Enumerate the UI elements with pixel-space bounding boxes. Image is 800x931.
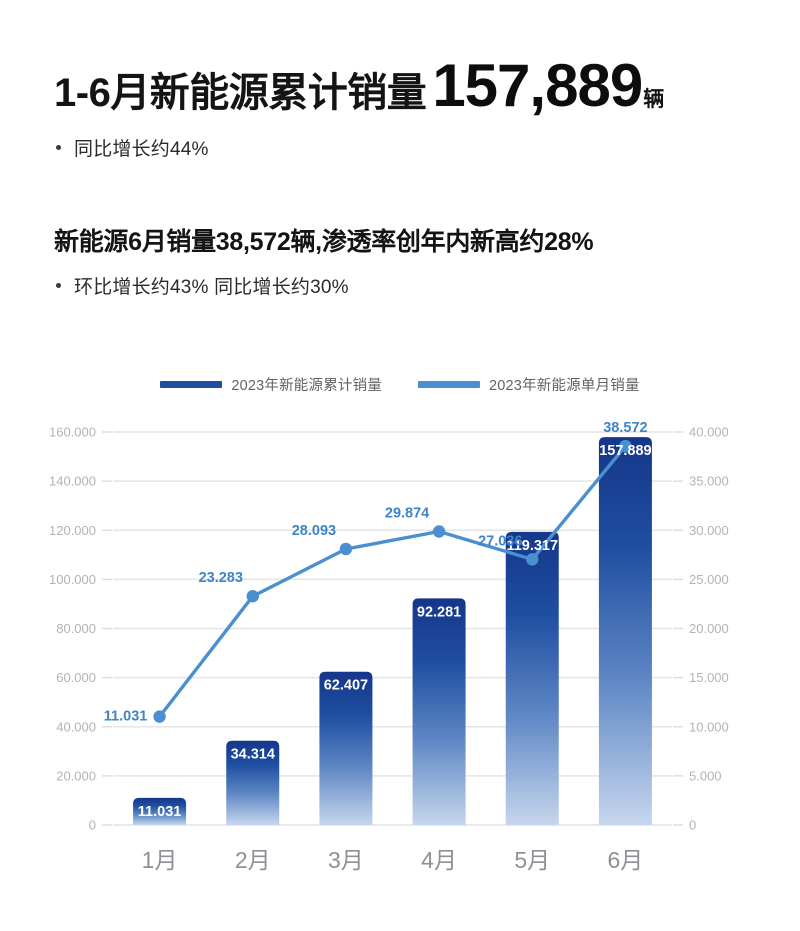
bar-1月[interactable] — [133, 797, 187, 825]
bar-value-label: 92.281 — [417, 604, 461, 620]
headline-unit: 辆 — [643, 88, 665, 111]
legend-swatch-icon — [418, 381, 480, 388]
right-axis-tick-label: 15.000 — [689, 670, 729, 685]
x-axis-label: 5月 — [514, 847, 550, 873]
left-axis-tick-label: 60.000 — [56, 670, 96, 685]
x-axis-label: 6月 — [608, 847, 644, 873]
left-axis-tick-label: 100.000 — [49, 572, 96, 587]
x-axis-label: 3月 — [328, 847, 364, 873]
line-point-6月[interactable] — [619, 439, 632, 453]
right-axis-tick-label: 0 — [689, 818, 696, 833]
subheading: 新能源6月销量38,572辆,渗透率创年内新高约28% — [54, 222, 594, 258]
subheading-label: 新能源6月销量38,572辆,渗透率创年内新高约28% — [54, 228, 594, 256]
line-point-2月[interactable] — [246, 590, 259, 603]
right-axis-tick-label: 10.000 — [689, 719, 729, 734]
chart-x-axis: 1月 2月 3月 4月 5月 6月 — [142, 847, 644, 873]
line-value-label: 23.283 — [199, 570, 243, 586]
headline-prefix: 1-6月新能源累计销量 — [54, 71, 427, 115]
bullet-dot-icon — [56, 145, 61, 150]
x-axis-label: 2月 — [235, 847, 271, 873]
line-point-3月[interactable] — [339, 542, 353, 556]
chart-left-axis: 0 20.000 40.000 60.000 80.000 100.000 120.000 1… — [49, 425, 112, 833]
bullet-dot-icon — [56, 283, 61, 288]
bullet-item-growth-mom: 环比增长约43% 同比增长约30% — [56, 272, 349, 299]
chart-line-labels: 11.031 23.283 28.093 29.874 27.036 38.572 — [104, 420, 648, 725]
line-value-label: 28.093 — [292, 523, 336, 539]
bar-6月[interactable] — [598, 437, 652, 825]
chart-bar-labels: 11.031 34.314 62.407 92.281 119.317 157.889 — [138, 443, 652, 820]
line-value-label: 29.874 — [385, 505, 429, 521]
bar-2月[interactable] — [226, 740, 280, 825]
bar-5月[interactable] — [505, 531, 559, 825]
right-axis-tick-label: 5.000 — [689, 768, 722, 783]
bullet-label: 同比增长约44% — [74, 139, 209, 160]
line-path — [157, 444, 628, 719]
bullet-item-growth-yoy: 同比增长约44% — [56, 134, 209, 161]
legend-item-cumulative[interactable]: 2023年新能源累计销量 — [160, 374, 382, 395]
bar-3月[interactable] — [319, 671, 373, 825]
x-axis-label: 4月 — [421, 847, 457, 873]
chart-legend: 2023年新能源累计销量 2023年新能源单月销量 — [0, 374, 800, 395]
line-point-1月[interactable] — [153, 710, 166, 723]
bar-4月[interactable] — [412, 598, 466, 825]
left-axis-tick-label: 120.000 — [49, 523, 96, 538]
bar-value-label: 34.314 — [231, 747, 275, 763]
right-axis-tick-label: 30.000 — [689, 523, 729, 538]
headline: 1-6月新能源累计销量 157,889 辆 — [54, 56, 664, 116]
right-axis-tick-label: 20.000 — [689, 621, 729, 636]
right-axis-tick-label: 40.000 — [689, 425, 729, 440]
legend-item-label: 2023年新能源累计销量 — [231, 378, 382, 394]
x-axis-label: 1月 — [142, 847, 178, 873]
left-axis-tick-label: 20.000 — [56, 768, 96, 783]
chart-gridlines — [113, 431, 672, 826]
line-point-4月[interactable] — [432, 525, 446, 538]
bar-value-label: 157.889 — [599, 443, 651, 459]
bar-value-label: 11.031 — [138, 804, 182, 820]
bullet-label: 环比增长约43% 同比增长约30% — [74, 277, 349, 298]
left-axis-tick-label: 80.000 — [56, 621, 96, 636]
legend-swatch-icon — [160, 381, 223, 388]
legend-item-label: 2023年新能源单月销量 — [489, 378, 640, 394]
right-axis-tick-label: 35.000 — [689, 474, 729, 489]
chart-line-series — [153, 439, 632, 723]
left-axis-tick-label: 140.000 — [49, 474, 96, 489]
right-axis-tick-label: 25.000 — [689, 572, 729, 587]
left-axis-tick-label: 40.000 — [56, 719, 96, 734]
line-value-label: 38.572 — [603, 420, 647, 436]
legend-item-monthly[interactable]: 2023年新能源单月销量 — [418, 374, 640, 395]
bar-value-label: 119.317 — [506, 538, 558, 554]
line-value-label: 11.031 — [104, 709, 148, 725]
left-axis-tick-label: 160.000 — [49, 425, 96, 440]
chart-canvas: 0 20.000 40.000 60.000 80.000 100.000 120.000 1… — [49, 420, 729, 873]
chart-right-axis: 0 5.000 10.000 15.000 20.000 25.000 30.000 35.0… — [673, 425, 729, 833]
line-point-5月[interactable] — [526, 553, 539, 566]
sales-chart: 0 20.000 40.000 60.000 80.000 100.000 120.000 1… — [0, 418, 800, 888]
line-value-label: 27.036 — [478, 533, 522, 549]
left-axis-tick-label: 0 — [89, 818, 96, 833]
headline-number: 157,889 — [432, 52, 643, 119]
bar-value-label: 62.407 — [324, 678, 368, 694]
chart-bars — [133, 437, 652, 825]
